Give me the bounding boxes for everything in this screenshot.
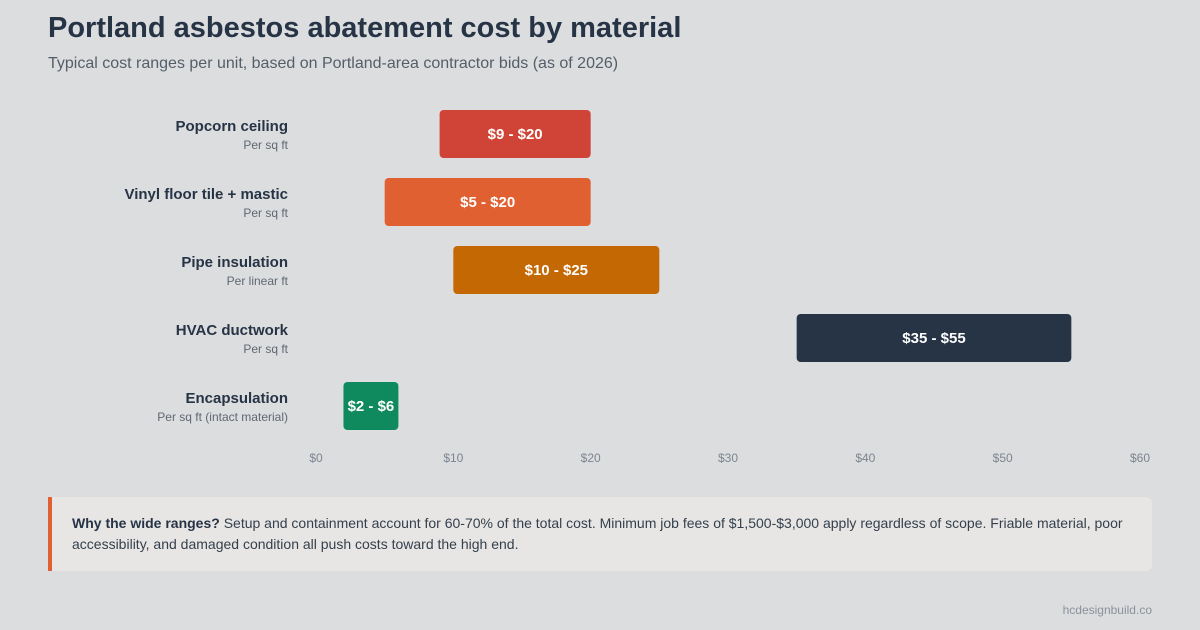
category-unit-label: Per sq ft (intact material) [157,410,288,424]
category-label: HVAC ductwork [176,322,289,339]
x-tick-label: $30 [718,451,738,465]
chart-subtitle: Typical cost ranges per unit, based on P… [48,55,619,72]
x-tick-label: $20 [581,451,601,465]
range-bar-label: $35 - $55 [902,330,965,347]
x-tick-label: $10 [443,451,463,465]
range-bar [796,314,1072,362]
category-unit-label: Per sq ft [243,342,288,356]
x-tick-label: $40 [855,451,875,465]
category-label: Popcorn ceiling [175,118,288,135]
range-bar-label: $5 - $20 [460,194,515,211]
range-bar [384,178,591,226]
category-label: Vinyl floor tile + mastic [124,186,288,203]
category-unit-label: Per linear ft [227,274,289,288]
range-bar [439,110,591,158]
note-heading: Why the wide ranges? [72,515,220,531]
category-label: Pipe insulation [181,254,288,271]
range-bar [453,246,660,294]
source-credit: hcdesignbuild.co [1062,603,1152,617]
category-label: Encapsulation [185,390,288,407]
note-body: Setup and containment account for 60-70%… [72,515,1123,552]
x-tick-label: $50 [993,451,1013,465]
range-bar-chart: Popcorn ceiling Per sq ft $9 - $20 Vinyl fl… [124,110,1150,465]
chart-title: Portland asbestos abatement cost by mate… [48,12,682,44]
range-bar-label: $9 - $20 [488,126,543,143]
x-tick-label: $0 [309,451,323,465]
explanation-note: Why the wide ranges? Setup and containme… [48,497,1152,571]
range-bar-label: $2 - $6 [348,398,395,415]
range-bar-label: $10 - $25 [525,262,588,279]
x-tick-label: $60 [1130,451,1150,465]
range-bar [343,382,399,430]
category-unit-label: Per sq ft [243,138,288,152]
category-unit-label: Per sq ft [243,206,288,220]
